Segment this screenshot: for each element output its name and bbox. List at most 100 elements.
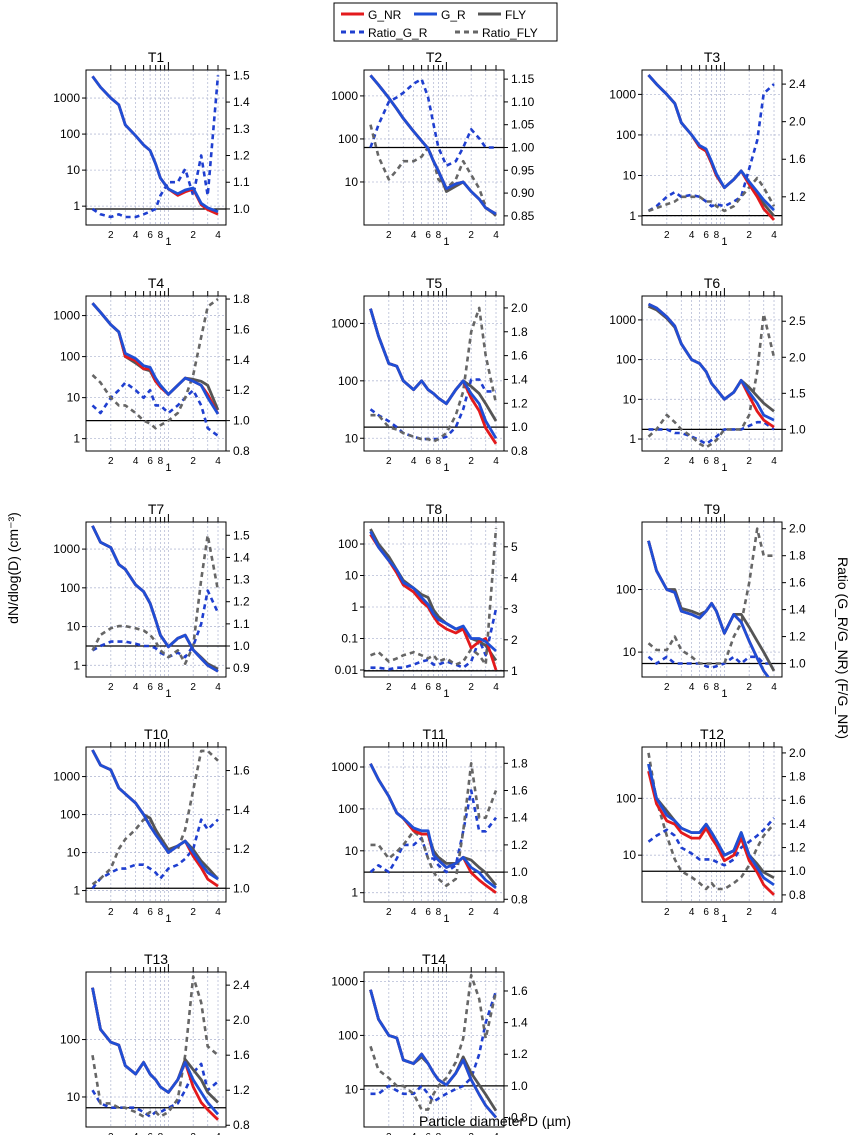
y-tick-label: 1 <box>351 886 358 900</box>
x-tick-label: 6 <box>703 682 709 693</box>
series-ratio-g-r <box>647 817 775 867</box>
x-tick-label: 2 <box>108 230 114 241</box>
series-g-r <box>369 74 497 216</box>
x-tick-label: 1 <box>721 913 727 925</box>
y-tick-label: 10 <box>623 645 637 659</box>
series-ratio-g-r <box>647 655 774 669</box>
ratio-tick-label: 1.3 <box>233 122 250 136</box>
x-tick-label: 4 <box>771 682 777 693</box>
x-tick-label: 2 <box>386 682 392 693</box>
y-tick-label: 10 <box>67 163 81 177</box>
y-tick-label: 1 <box>351 600 358 614</box>
x-tick-label: 8 <box>436 682 442 693</box>
panel-title: T13 <box>144 951 168 967</box>
y-tick-label: 1000 <box>609 87 636 101</box>
x-tick-label: 2 <box>468 1132 474 1135</box>
x-tick-label: 2 <box>108 682 114 693</box>
series-ratio-g-r <box>370 990 498 1103</box>
panel-title: T4 <box>148 275 165 291</box>
ratio-tick-label: 1.4 <box>233 353 250 367</box>
panel-title: T2 <box>426 49 443 65</box>
ratio-tick-label: 0.8 <box>511 892 528 906</box>
y-tick-label: 1000 <box>609 313 636 327</box>
y-tick-label: 10 <box>67 1090 81 1104</box>
panel-title: T12 <box>700 726 724 742</box>
x-tick-label: 8 <box>436 230 442 241</box>
x-tick-label: 8 <box>158 456 164 467</box>
ratio-tick-label: 1.6 <box>511 349 528 363</box>
x-tick-label: 1 <box>443 688 449 700</box>
x-tick-label: 2 <box>108 907 114 918</box>
series-ratio-fly <box>370 761 498 888</box>
series-ratio-g-r <box>91 818 219 890</box>
x-tick-label: 2 <box>468 230 474 241</box>
y-tick-label: 100 <box>60 1033 80 1047</box>
x-tick-label: 4 <box>133 230 139 241</box>
right-axis-label: Ratio (G_R/G_NR) (F/G_NR) <box>835 557 851 739</box>
y-tick-label: 10 <box>345 175 359 189</box>
series-ratio-g-r <box>647 83 775 213</box>
x-tick-label: 2 <box>746 230 752 241</box>
x-tick-label: 1 <box>165 688 171 700</box>
ratio-tick-label: 1.2 <box>789 630 806 644</box>
y-tick-label: 100 <box>60 127 80 141</box>
legend-label-ratio-fly: Ratio_FLY <box>482 26 538 40</box>
x-tick-label: 2 <box>746 456 752 467</box>
x-tick-label: 8 <box>436 907 442 918</box>
y-tick-label: 1 <box>629 432 636 446</box>
series-ratio-fly <box>91 297 219 430</box>
legend-label-g-nr: G_NR <box>368 8 402 22</box>
panel-title: T10 <box>144 726 168 742</box>
panel-t13: T132468124101000.81.21.62.02.4 <box>60 951 250 1135</box>
ratio-tick-label: 0.9 <box>233 661 250 675</box>
x-tick-label: 6 <box>703 456 709 467</box>
ratio-tick-label: 2 <box>511 633 518 647</box>
ratio-tick-label: 1 <box>511 664 518 678</box>
x-tick-label: 4 <box>771 907 777 918</box>
series-ratio-g-r <box>91 75 220 219</box>
series-ratio-g-r <box>369 789 498 874</box>
y-tick-label: 1000 <box>53 770 80 784</box>
y-tick-label: 10 <box>345 844 359 858</box>
y-tick-label: 100 <box>616 583 636 597</box>
x-tick-label: 2 <box>108 456 114 467</box>
x-tick-label: 4 <box>771 456 777 467</box>
ratio-tick-label: 1.0 <box>233 202 250 216</box>
series-g-r <box>647 540 770 677</box>
ratio-tick-label: 1.6 <box>233 1048 250 1062</box>
ratio-tick-label: 2.4 <box>233 978 250 992</box>
ratio-tick-label: 1.4 <box>511 372 528 386</box>
y-tick-label: 100 <box>60 581 80 595</box>
x-tick-label: 8 <box>436 1132 442 1135</box>
ratio-tick-label: 0.8 <box>511 444 528 458</box>
series-ratio-g-r <box>91 381 219 437</box>
legend-box <box>333 2 558 42</box>
x-tick-label: 4 <box>411 907 417 918</box>
x-tick-label: 6 <box>147 230 153 241</box>
x-tick-label: 4 <box>493 456 499 467</box>
ratio-tick-label: 1.2 <box>233 1083 250 1097</box>
series-ratio-g-r <box>648 420 775 446</box>
ratio-tick-label: 1.4 <box>789 603 806 617</box>
ratio-tick-label: 1.6 <box>511 784 528 798</box>
y-tick-label: 1000 <box>331 760 358 774</box>
ratio-tick-label: 2.0 <box>789 350 806 364</box>
series-ratio-g-r <box>369 378 496 441</box>
x-tick-label: 2 <box>468 907 474 918</box>
x-tick-label: 8 <box>158 1132 164 1135</box>
y-tick-label: 10 <box>67 620 81 634</box>
x-tick-label: 2 <box>108 1132 114 1135</box>
ratio-tick-label: 1.2 <box>511 838 528 852</box>
panel-t2: T22 4 6 812 41010010000.850.900.951.001.051.… <box>331 49 534 248</box>
y-tick-label: 100 <box>338 802 358 816</box>
x-tick-label: 8 <box>714 907 720 918</box>
y-tick-label: 1 <box>73 884 80 898</box>
ratio-tick-label: 1.2 <box>233 842 250 856</box>
series-ratio-fly <box>648 176 776 213</box>
x-tick-label: 2 <box>190 1132 196 1135</box>
